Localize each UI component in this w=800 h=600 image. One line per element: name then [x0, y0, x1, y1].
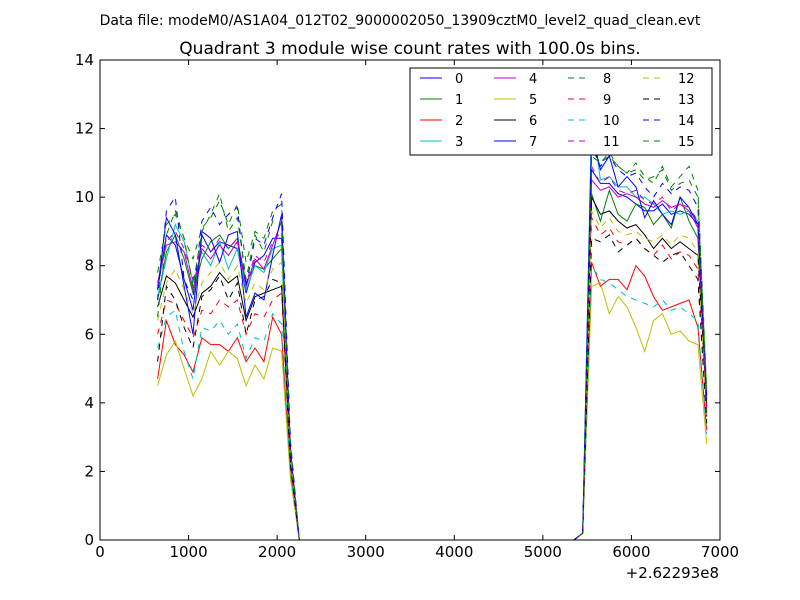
series-line-9 — [157, 217, 708, 541]
legend-label-1: 1 — [455, 93, 463, 108]
x-tick-label: 6000 — [612, 543, 650, 561]
series-line-13 — [157, 234, 708, 541]
series-line-15 — [157, 151, 708, 541]
x-tick-label: 2000 — [258, 543, 296, 561]
series-line-0 — [157, 168, 708, 541]
y-tick-label: 2 — [84, 462, 94, 480]
legend-label-12: 12 — [678, 72, 695, 87]
series-line-12 — [157, 210, 708, 541]
legend-label-15: 15 — [678, 135, 695, 150]
series-line-14 — [157, 145, 708, 541]
y-tick-label: 10 — [75, 188, 94, 206]
series-line-6 — [157, 196, 708, 541]
legend-label-6: 6 — [529, 114, 537, 129]
x-offset-label: +2.62293e8 — [626, 564, 719, 582]
figure-suptitle: Data file: modeM0/AS1A04_012T02_90000020… — [100, 13, 701, 29]
legend-label-13: 13 — [678, 93, 695, 108]
legend-label-5: 5 — [529, 93, 537, 108]
x-tick-label: 7000 — [701, 543, 739, 561]
x-tick-label: 1000 — [169, 543, 207, 561]
plot-area-frame — [99, 59, 721, 541]
series-line-10 — [157, 264, 708, 541]
legend-label-2: 2 — [455, 114, 463, 129]
legend-label-9: 9 — [603, 93, 611, 108]
chart-title: Quadrant 3 module wise count rates with … — [179, 39, 640, 59]
legend-label-3: 3 — [455, 135, 463, 150]
x-tick-label: 5000 — [524, 543, 562, 561]
x-tick-label: 0 — [95, 543, 105, 561]
y-tick-label: 0 — [84, 531, 94, 549]
y-tick-label: 4 — [84, 394, 94, 412]
y-tick-label: 12 — [75, 120, 94, 138]
y-tick-label: 14 — [75, 51, 94, 69]
series-line-8 — [157, 147, 708, 541]
legend-label-7: 7 — [529, 135, 537, 150]
legend-label-0: 0 — [455, 72, 463, 87]
x-tick-label: 4000 — [435, 543, 473, 561]
x-tick-label: 3000 — [347, 543, 385, 561]
series-line-3 — [157, 114, 708, 541]
legend-label-11: 11 — [603, 135, 620, 150]
legend-label-10: 10 — [603, 114, 620, 129]
y-tick-label: 8 — [84, 257, 94, 275]
series-line-5 — [157, 282, 708, 541]
legend-label-8: 8 — [603, 72, 611, 87]
y-tick-label: 6 — [84, 325, 94, 343]
legend-frame — [409, 67, 713, 156]
plot-series-group — [157, 114, 708, 541]
legend-label-14: 14 — [678, 114, 695, 129]
legend-label-4: 4 — [529, 72, 537, 87]
